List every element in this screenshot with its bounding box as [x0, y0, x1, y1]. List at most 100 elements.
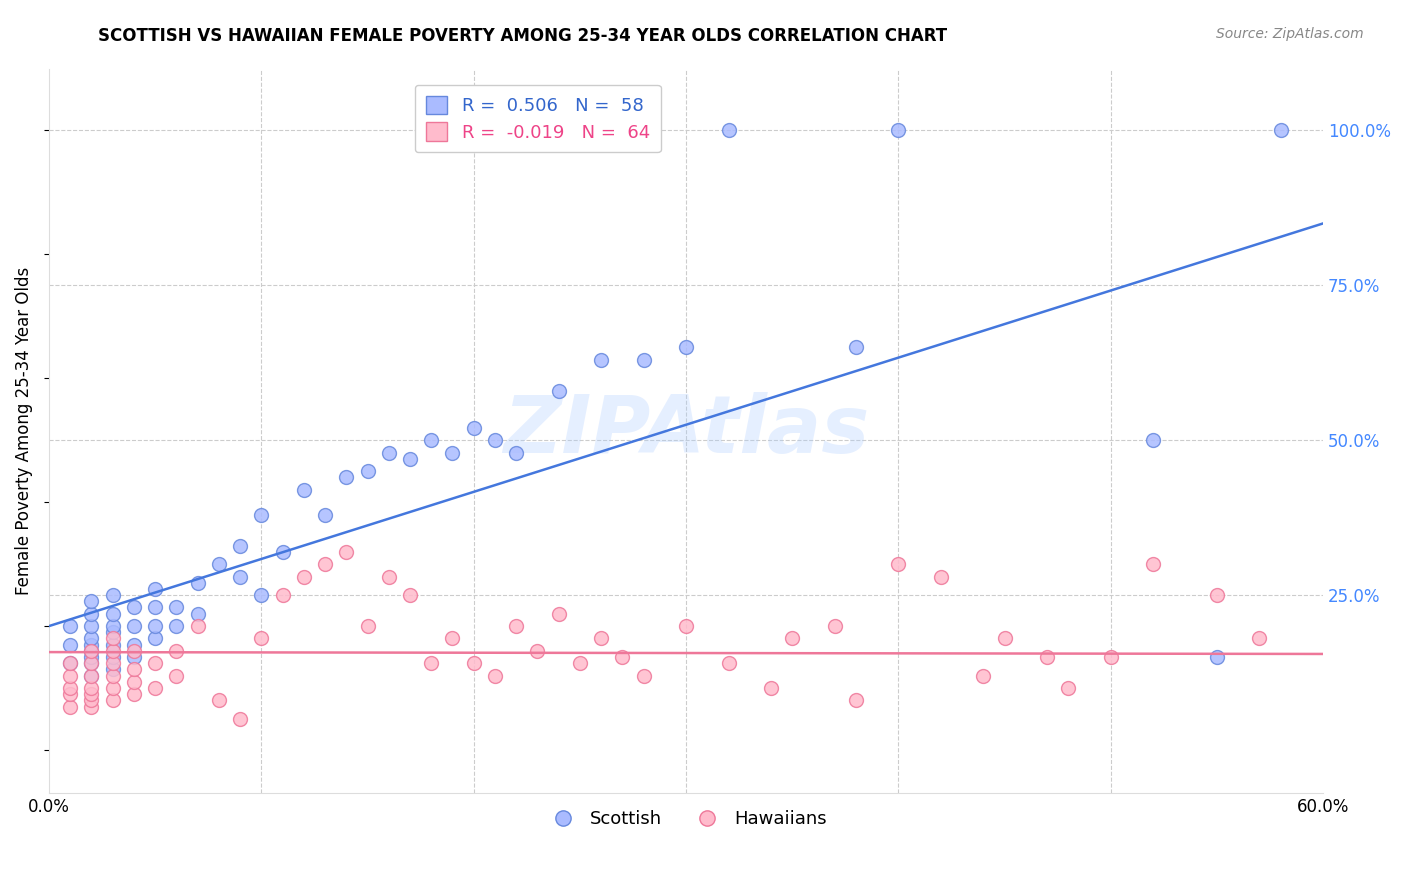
Point — [122, 674, 145, 689]
Point — [165, 600, 187, 615]
Point — [377, 569, 399, 583]
Point — [356, 619, 378, 633]
Point — [80, 638, 103, 652]
Point — [271, 588, 294, 602]
Point — [143, 582, 166, 596]
Point — [780, 632, 803, 646]
Point — [612, 650, 634, 665]
Point — [717, 657, 740, 671]
Point — [314, 508, 336, 522]
Text: SCOTTISH VS HAWAIIAN FEMALE POVERTY AMONG 25-34 YEAR OLDS CORRELATION CHART: SCOTTISH VS HAWAIIAN FEMALE POVERTY AMON… — [98, 27, 948, 45]
Point — [143, 619, 166, 633]
Point — [759, 681, 782, 695]
Point — [229, 712, 252, 726]
Point — [887, 557, 910, 571]
Point — [356, 464, 378, 478]
Point — [80, 699, 103, 714]
Point — [165, 619, 187, 633]
Point — [887, 123, 910, 137]
Point — [208, 557, 231, 571]
Point — [80, 644, 103, 658]
Point — [143, 681, 166, 695]
Point — [101, 644, 124, 658]
Text: ZIPAtlas: ZIPAtlas — [503, 392, 869, 470]
Point — [59, 681, 82, 695]
Point — [122, 663, 145, 677]
Point — [1270, 123, 1292, 137]
Point — [1249, 632, 1271, 646]
Point — [122, 619, 145, 633]
Point — [292, 483, 315, 497]
Point — [59, 699, 82, 714]
Point — [80, 693, 103, 707]
Point — [80, 594, 103, 608]
Point — [122, 638, 145, 652]
Y-axis label: Female Poverty Among 25-34 Year Olds: Female Poverty Among 25-34 Year Olds — [15, 267, 32, 595]
Point — [80, 619, 103, 633]
Point — [717, 123, 740, 137]
Point — [122, 650, 145, 665]
Point — [271, 545, 294, 559]
Point — [335, 545, 357, 559]
Point — [1206, 650, 1229, 665]
Point — [59, 657, 82, 671]
Point — [59, 657, 82, 671]
Point — [568, 657, 591, 671]
Point — [591, 632, 613, 646]
Point — [80, 607, 103, 621]
Point — [165, 668, 187, 682]
Point — [250, 508, 273, 522]
Point — [122, 687, 145, 701]
Legend: Scottish, Hawaiians: Scottish, Hawaiians — [537, 803, 834, 835]
Point — [675, 619, 697, 633]
Point — [122, 644, 145, 658]
Point — [80, 668, 103, 682]
Point — [101, 693, 124, 707]
Point — [1036, 650, 1059, 665]
Point — [229, 569, 252, 583]
Point — [463, 657, 485, 671]
Point — [143, 600, 166, 615]
Point — [80, 657, 103, 671]
Point — [208, 693, 231, 707]
Point — [994, 632, 1017, 646]
Point — [101, 638, 124, 652]
Point — [229, 539, 252, 553]
Point — [399, 451, 422, 466]
Point — [335, 470, 357, 484]
Point — [420, 434, 443, 448]
Point — [143, 632, 166, 646]
Point — [250, 632, 273, 646]
Point — [59, 619, 82, 633]
Point — [250, 588, 273, 602]
Point — [101, 632, 124, 646]
Point — [101, 668, 124, 682]
Point — [505, 445, 527, 459]
Point — [101, 657, 124, 671]
Point — [1142, 557, 1164, 571]
Point — [633, 352, 655, 367]
Point — [547, 384, 569, 398]
Point — [80, 668, 103, 682]
Text: Source: ZipAtlas.com: Source: ZipAtlas.com — [1216, 27, 1364, 41]
Point — [101, 588, 124, 602]
Point — [122, 600, 145, 615]
Point — [101, 681, 124, 695]
Point — [399, 588, 422, 602]
Point — [526, 644, 548, 658]
Point — [633, 668, 655, 682]
Point — [824, 619, 846, 633]
Point — [484, 668, 506, 682]
Point — [675, 340, 697, 354]
Point — [80, 644, 103, 658]
Point — [591, 352, 613, 367]
Point — [547, 607, 569, 621]
Point — [420, 657, 443, 671]
Point — [463, 421, 485, 435]
Point — [1099, 650, 1122, 665]
Point — [314, 557, 336, 571]
Point — [165, 644, 187, 658]
Point — [187, 575, 209, 590]
Point — [59, 687, 82, 701]
Point — [484, 434, 506, 448]
